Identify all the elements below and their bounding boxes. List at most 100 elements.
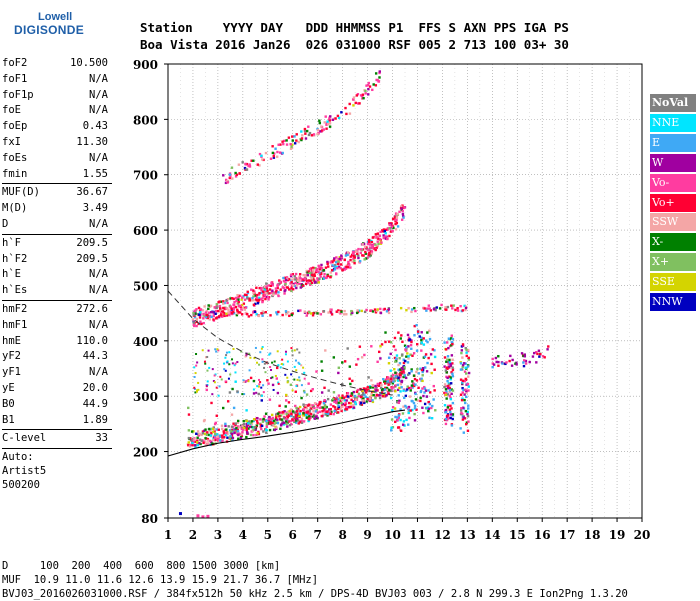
scatter-point <box>255 433 258 437</box>
scatter-point <box>206 514 210 518</box>
scatter-point <box>287 401 291 404</box>
scatter-point <box>366 83 370 87</box>
scatter-point <box>375 309 379 313</box>
scatter-point <box>276 421 280 425</box>
scatter-point <box>335 398 338 401</box>
scatter-point <box>266 289 269 293</box>
scatter-point <box>201 432 205 435</box>
scatter-point <box>449 377 452 381</box>
scatter-point <box>289 383 293 387</box>
scatter-point <box>258 363 261 366</box>
scatter-point <box>263 294 266 297</box>
scatter-point <box>396 225 400 228</box>
x-tick-label: 10 <box>384 528 401 542</box>
scatter-point <box>342 313 346 316</box>
param-label: D <box>2 217 9 230</box>
scatter-point <box>328 117 331 120</box>
scatter-point <box>407 345 410 348</box>
scatter-point <box>286 376 289 379</box>
scatter-point <box>444 422 448 426</box>
scatter-point <box>260 312 263 315</box>
scatter-point <box>261 394 264 397</box>
scatter-point <box>277 294 280 298</box>
scatter-point <box>400 218 404 221</box>
scatter-point <box>266 379 269 382</box>
scatter-point <box>281 313 284 317</box>
scatter-point <box>360 356 364 359</box>
scatter-point <box>385 393 388 397</box>
scatter-point <box>388 227 391 230</box>
scatter-point <box>401 423 405 426</box>
scatter-point <box>216 348 219 351</box>
scatter-point <box>376 382 379 386</box>
parameter-panel: foF2 10.500 foF1 N/A foF1p N/A foE N/A foEp 0.43 f… <box>2 56 112 492</box>
scatter-point <box>424 366 427 369</box>
scatter-point <box>272 156 276 159</box>
scatter-point <box>396 418 399 422</box>
scatter-point <box>325 410 328 414</box>
scatter-point <box>286 425 289 428</box>
scatter-point <box>252 433 255 437</box>
scatter-point <box>297 413 300 416</box>
scatter-point <box>229 373 232 376</box>
scatter-point <box>429 309 432 312</box>
scatter-point <box>246 432 249 435</box>
scatter-point <box>215 350 218 353</box>
scatter-point <box>286 413 290 417</box>
param-label: yF1 <box>2 366 21 379</box>
scatter-point <box>505 361 508 364</box>
legend-item-ssw: SSW <box>650 213 696 232</box>
scatter-point <box>461 356 464 359</box>
scatter-point <box>194 372 197 375</box>
scatter-point <box>209 439 212 443</box>
legend-item-vo: Vo- <box>650 173 696 192</box>
scatter-point <box>290 273 293 277</box>
scatter-point <box>491 362 494 365</box>
scatter-point <box>217 428 220 431</box>
scatter-point <box>194 445 197 448</box>
scatter-point <box>467 348 470 352</box>
scatter-point <box>309 275 313 278</box>
scatter-point <box>337 398 340 401</box>
param-row: foF1p N/A <box>2 88 110 104</box>
scatter-point <box>285 418 288 421</box>
scatter-point <box>322 269 325 272</box>
scatter-point <box>382 234 385 237</box>
scatter-point <box>232 306 236 310</box>
scatter-point <box>261 360 264 363</box>
scatter-point <box>424 389 428 392</box>
scatter-point <box>358 259 362 263</box>
scatter-point <box>290 423 293 426</box>
scatter-point <box>212 426 216 429</box>
param-value: 11.30 <box>76 135 108 148</box>
scatter-point <box>432 398 435 401</box>
scatter-point <box>464 409 468 413</box>
scatter-point <box>324 115 327 118</box>
scatter-point <box>401 212 405 216</box>
scatter-point <box>333 400 336 404</box>
scatter-point <box>377 242 380 246</box>
scatter-point <box>446 379 449 383</box>
scatter-point <box>448 375 451 378</box>
scatter-point <box>236 421 240 424</box>
scatter-point <box>318 401 322 405</box>
scatter-point <box>200 439 203 442</box>
scatter-point <box>412 384 416 388</box>
scatter-point <box>187 436 191 440</box>
scatter-point <box>382 236 385 240</box>
scatter-point <box>219 307 222 310</box>
scatter-point <box>285 422 288 426</box>
scatter-point <box>491 365 494 369</box>
scatter-point <box>192 438 196 441</box>
scatter-point <box>234 423 237 427</box>
scatter-point <box>311 404 314 407</box>
scatter-point <box>510 364 514 367</box>
scatter-point <box>279 288 282 291</box>
scatter-point <box>451 417 454 421</box>
scatter-point <box>266 290 269 294</box>
scatter-point <box>270 368 273 371</box>
legend-item-vo: Vo+ <box>650 193 696 212</box>
scatter-point <box>205 433 209 437</box>
scatter-point <box>428 337 432 341</box>
scatter-point <box>416 367 419 371</box>
